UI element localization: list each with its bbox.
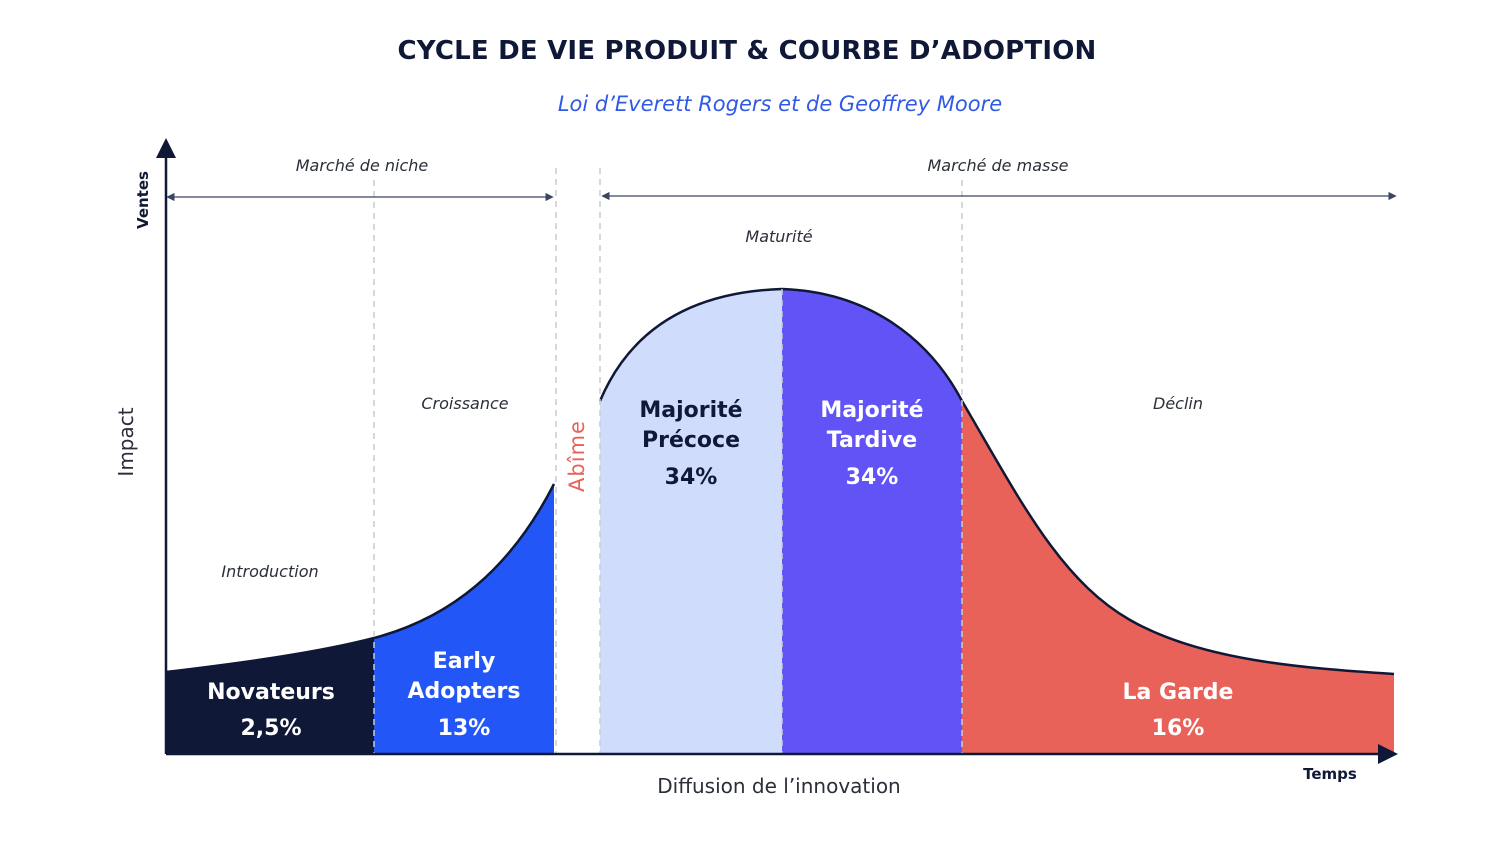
segment-majorite-precoce: Majorité Précoce 34% [639,398,742,490]
segment-majorite-tardive: Majorité Tardive 34% [820,398,923,490]
mass-market-label: Marché de masse [927,156,1068,175]
segment-majorite-precoce-pct: 34% [665,465,718,490]
y-axis-top-label: Ventes [134,171,152,229]
phase-croissance-label: Croissance [421,394,508,413]
phase-declin-label: Déclin [1153,394,1203,413]
niche-market-label: Marché de niche [296,156,429,175]
segment-early-adopters-name-line1: Early [433,649,496,674]
segment-la-garde-name: La Garde [1123,680,1234,705]
segment-majorite-tardive-pct: 34% [846,465,899,490]
adoption-curve-left [165,483,556,674]
segment-novateurs-area [166,638,374,754]
diagram-title: CYCLE DE VIE PRODUIT & COURBE D’ADOPTION [397,36,1097,66]
segment-majorite-precoce-area [600,289,782,754]
x-axis-end-label: Temps [1303,765,1357,783]
segment-early-adopters-pct: 13% [438,716,491,741]
segment-novateurs-name: Novateurs [207,680,335,705]
y-axis-side-label: Impact [114,407,138,476]
segment-la-garde: La Garde 16% [1123,680,1234,741]
segment-majorite-tardive-name-line2: Tardive [827,428,917,453]
x-axis-center-label: Diffusion de l’innovation [657,774,900,798]
chasm-label: Abîme [565,420,589,492]
segment-early-adopters: Early Adopters 13% [407,649,520,741]
segment-la-garde-pct: 16% [1152,716,1205,741]
segment-novateurs-pct: 2,5% [240,716,301,741]
segment-majorite-tardive-area [782,289,962,754]
segment-early-adopters-name-line2: Adopters [407,679,520,704]
phase-introduction-label: Introduction [221,562,318,581]
segment-majorite-precoce-name-line1: Majorité [639,398,742,423]
segment-majorite-tardive-name-line1: Majorité [820,398,923,423]
phase-separators [373,168,963,754]
segment-novateurs: Novateurs 2,5% [207,680,335,741]
diagram-subtitle: Loi d’Everett Rogers et de Geoffrey Moor… [557,92,1003,116]
segment-early-adopters-area [374,484,554,754]
segment-majorite-precoce-name-line2: Précoce [642,428,740,453]
phase-maturite-label: Maturité [745,227,812,246]
